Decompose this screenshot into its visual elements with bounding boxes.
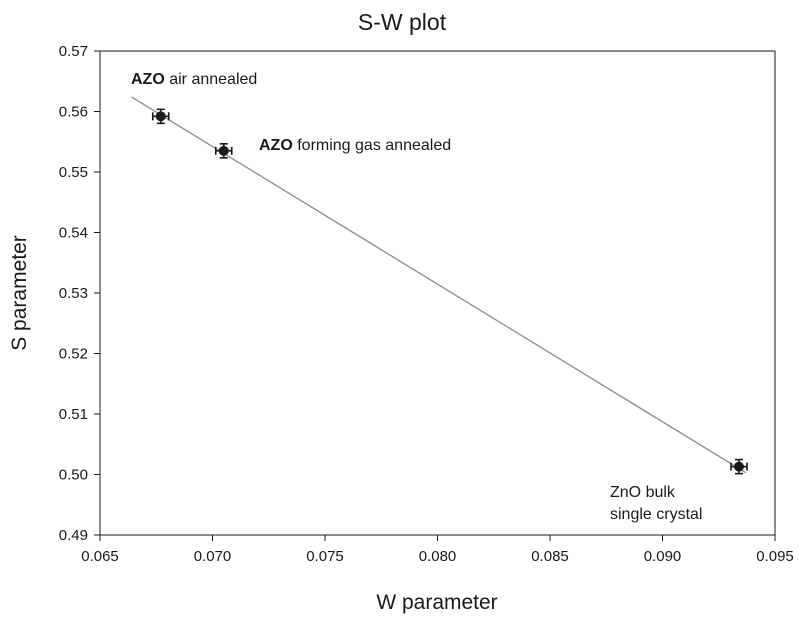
- y-tick-label: 0.57: [59, 43, 88, 60]
- x-tick-label: 0.080: [419, 548, 457, 565]
- x-tick-label: 0.095: [756, 548, 794, 565]
- y-tick-label: 0.50: [59, 467, 88, 484]
- x-tick-label: 0.085: [531, 548, 569, 565]
- chart-title: S-W plot: [358, 9, 447, 35]
- fit-line: [131, 96, 747, 474]
- annotation-zno-line1: ZnO bulk: [610, 484, 676, 501]
- annotation-azo-forming-text: forming gas annealed: [293, 137, 451, 154]
- annotation-azo-air-bold: AZO: [131, 71, 165, 88]
- y-axis: 0.49 0.50 0.51 0.52 0.53 0.54 0.55 0.56 0.57: [59, 43, 100, 544]
- y-axis-label: S parameter: [8, 235, 31, 351]
- data-point: [151, 108, 170, 125]
- data-point: [730, 458, 748, 475]
- data-point: [214, 143, 233, 159]
- x-tick-label: 0.065: [81, 548, 119, 565]
- y-tick-label: 0.51: [59, 406, 88, 423]
- annotation-azo-air-text: air annealed: [165, 71, 258, 88]
- y-tick-label: 0.55: [59, 164, 88, 181]
- data-points: [151, 108, 748, 475]
- annotation-azo-forming: AZO forming gas annealed: [259, 137, 451, 154]
- y-tick-label: 0.56: [59, 104, 88, 121]
- annotation-azo-forming-bold: AZO: [259, 137, 293, 154]
- y-tick-label: 0.49: [59, 527, 88, 544]
- x-axis-label: W parameter: [376, 591, 497, 614]
- x-axis: 0.065 0.070 0.075 0.080 0.085 0.090 0.095: [81, 535, 794, 565]
- point-marker: [155, 111, 166, 122]
- annotation-azo-air: AZO air annealed: [131, 71, 257, 88]
- y-tick-label: 0.54: [59, 225, 88, 242]
- x-tick-label: 0.090: [644, 548, 682, 565]
- x-tick-label: 0.070: [194, 548, 232, 565]
- point-marker: [734, 461, 744, 472]
- y-tick-label: 0.52: [59, 346, 88, 363]
- plot-area-frame: [99, 50, 776, 536]
- x-tick-label: 0.075: [306, 548, 344, 565]
- annotation-zno-line2: single crystal: [610, 506, 702, 523]
- y-tick-label: 0.53: [59, 285, 88, 302]
- fit-line-group: [131, 96, 747, 474]
- point-marker: [218, 145, 229, 156]
